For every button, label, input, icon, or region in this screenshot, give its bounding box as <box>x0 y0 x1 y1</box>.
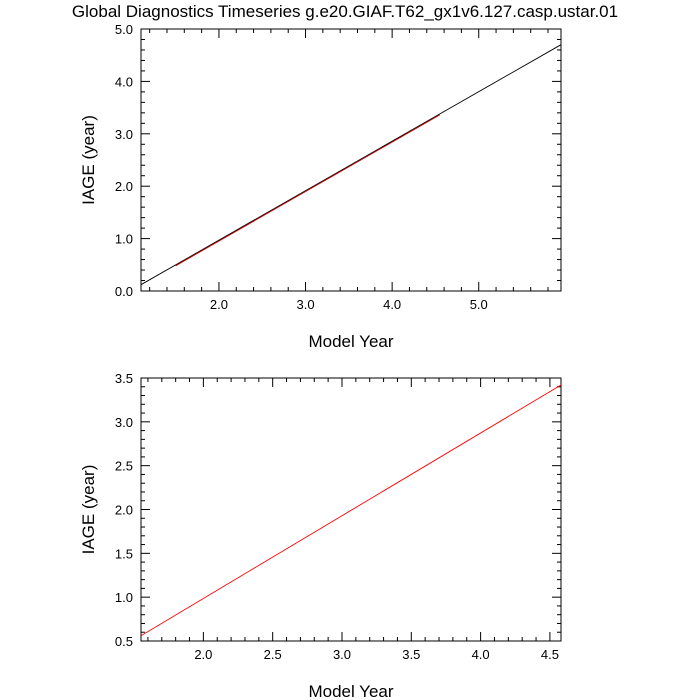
series-line-1 <box>175 114 441 267</box>
y-tick-label: 2.5 <box>115 459 133 474</box>
x-axis-label: Model Year <box>308 332 393 351</box>
y-tick-label: 1.0 <box>115 590 133 605</box>
y-tick-label: 1.5 <box>115 546 133 561</box>
y-axis-label: IAGE (year) <box>79 115 98 205</box>
x-tick-label: 4.0 <box>472 647 490 662</box>
chart-title: Global Diagnostics Timeseries g.e20.GIAF… <box>72 2 618 21</box>
x-tick-label: 3.0 <box>333 647 351 662</box>
y-tick-label: 2.0 <box>115 179 133 194</box>
y-tick-label: 4.0 <box>115 74 133 89</box>
x-tick-label: 2.0 <box>194 647 212 662</box>
y-tick-label: 0.0 <box>115 284 133 299</box>
y-tick-label: 2.0 <box>115 503 133 518</box>
series-line-0 <box>140 384 562 637</box>
y-axis-label: IAGE (year) <box>79 465 98 555</box>
top-panel: 2.0 3.0 4.0 5.0 0.0 1.0 2.0 3.0 4.0 5.0 Model Year… <box>79 22 562 351</box>
x-tick-label: 2.0 <box>210 297 228 312</box>
bottom-panel: 2.0 2.5 3.0 3.5 4.0 4.5 0.5 1.0 1.5 2.0 2.5 3.0 3.5 M… <box>79 371 562 700</box>
y-tick-label: 0.5 <box>115 634 133 649</box>
x-tick-label: 4.5 <box>541 647 559 662</box>
plot-frame <box>140 28 562 292</box>
x-axis-label: Model Year <box>308 682 393 700</box>
x-tick-label: 5.0 <box>470 297 488 312</box>
x-tick-label: 3.5 <box>402 647 420 662</box>
y-tick-label: 3.0 <box>115 415 133 430</box>
y-tick-label: 3.0 <box>115 127 133 142</box>
y-tick-label: 5.0 <box>115 22 133 37</box>
series-line-0 <box>140 44 562 286</box>
x-tick-label: 3.0 <box>296 297 314 312</box>
plot-frame <box>140 377 562 642</box>
x-tick-label: 4.0 <box>383 297 401 312</box>
y-tick-label: 1.0 <box>115 232 133 247</box>
x-tick-label: 2.5 <box>264 647 282 662</box>
y-tick-label: 3.5 <box>115 371 133 386</box>
